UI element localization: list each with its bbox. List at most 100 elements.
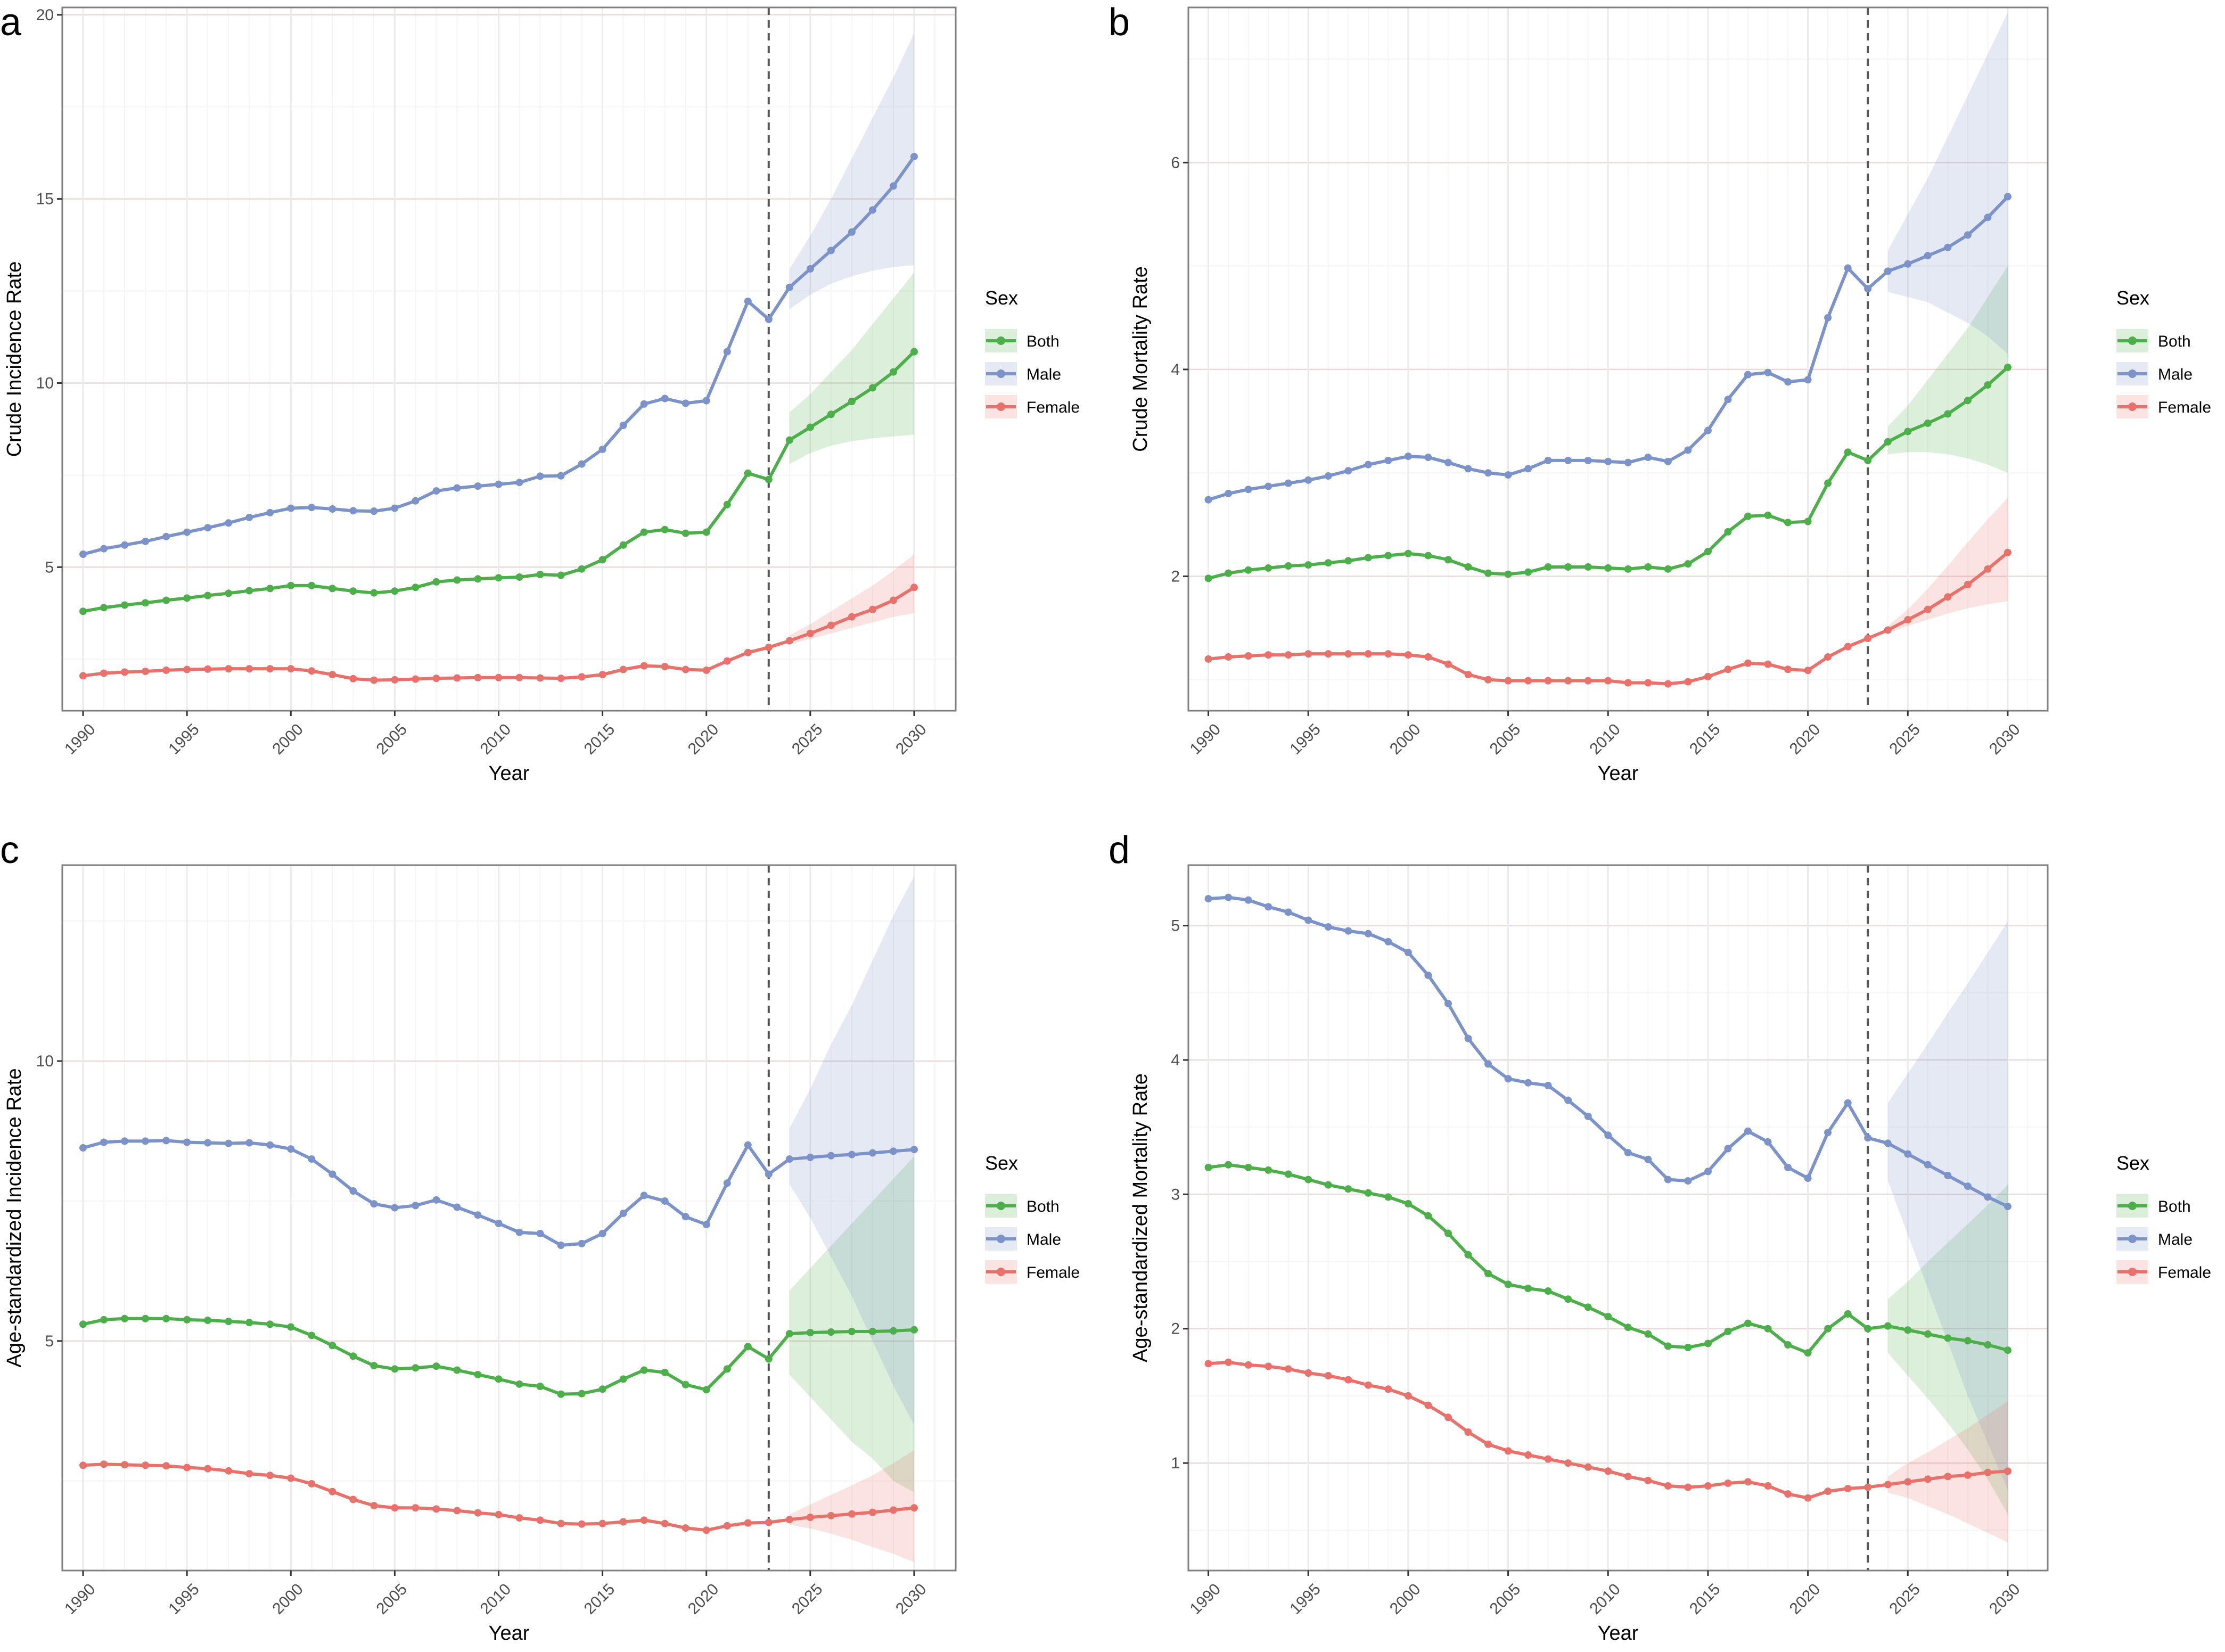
data-point [1824,1487,1832,1495]
data-point [474,673,482,681]
series-male [79,1137,918,1250]
data-point [1225,1358,1233,1366]
data-point [723,348,731,356]
data-point [1844,1310,1852,1318]
data-point [723,657,731,665]
data-point [1204,895,1212,903]
data-point [578,1390,586,1398]
data-point [225,665,233,673]
legend-label: Both [1027,1198,1060,1215]
data-point [1624,1149,1632,1157]
data-point [1364,461,1372,469]
data-point [370,1200,378,1208]
data-point [515,573,523,581]
data-point [1384,552,1392,560]
y-tick-label: 4 [1171,361,1180,379]
legend-key-point [2128,1268,2137,1276]
data-point [1724,396,1732,404]
data-point [162,1462,170,1470]
y-tick-label: 6 [1171,154,1180,171]
data-point [702,1526,710,1534]
legend-key-female: Female [2116,1260,2211,1284]
data-point [1764,1138,1772,1146]
data-point [183,665,191,673]
data-point [1544,1455,1552,1463]
data-point [702,1386,710,1394]
data-point [619,1210,627,1218]
grid [1188,7,2048,711]
data-point [910,1146,918,1154]
data-point [1265,651,1272,659]
y-axis-title: Crude Incidence Rate [3,261,26,457]
data-point [785,436,793,444]
data-point [1524,1079,1532,1087]
data-point [1464,1428,1472,1436]
data-point [1724,665,1732,673]
data-point [1344,650,1352,658]
data-point [79,1144,87,1152]
data-point [2004,364,2011,372]
data-point [661,1368,669,1376]
data-point [453,484,461,492]
data-point [1724,1479,1732,1487]
legend-key-female: Female [2116,395,2211,418]
x-tick-label: 2020 [685,1580,722,1618]
y-tick-label: 20 [36,6,54,24]
data-point [1444,660,1452,668]
data-point [640,1516,648,1524]
data-point [557,571,565,579]
data-point [204,665,212,673]
data-point [1704,1339,1712,1347]
data-point [889,182,897,190]
data-point [1804,517,1812,525]
data-point [1304,1176,1312,1183]
x-tick-label: 2020 [1786,1580,1824,1618]
data-point [1584,677,1592,685]
data-point [1424,1401,1432,1409]
data-point [1284,479,1292,487]
series-both [1204,1161,2011,1357]
data-point [1324,1181,1332,1189]
data-point [765,1355,773,1363]
data-point [515,1514,523,1522]
data-point [578,1239,586,1247]
data-point [1364,554,1372,562]
panel-c: 5 10 1990 1995 2000 2005 2010 2015 2020 2025 2030 Y… [0,829,1080,1645]
data-point [1644,563,1652,571]
data-point [453,1507,461,1515]
data-point [848,1510,856,1518]
data-point [1484,676,1492,684]
data-point [1444,999,1452,1007]
plot-background [1188,7,2048,711]
data-point [515,479,523,487]
data-point [1244,1361,1252,1369]
data-point [1225,490,1233,498]
data-point [1225,653,1233,661]
data-point [1864,456,1872,464]
legend-key-male: Male [985,362,1061,385]
data-point [1784,378,1792,386]
data-point [702,397,710,405]
data-point [1844,264,1852,272]
panel-letter: b [1109,1,1130,44]
panel-b: 2 4 6 1990 1995 2000 2005 2010 2015 2020 2025 2030 Y… [1109,1,2211,785]
data-point [287,665,295,673]
data-point [245,513,253,521]
data-point [1384,938,1392,946]
data-point [1404,949,1412,957]
data-point [1664,1342,1672,1350]
data-point [142,1137,150,1145]
data-point [1924,1161,1932,1169]
data-point [225,589,233,597]
panel-border [61,6,957,712]
x-tick-label: 2000 [269,720,307,758]
ci-band-female [1887,1401,2008,1542]
data-point [1964,1337,1972,1345]
data-point [1684,1344,1692,1352]
legend-key-both: Both [2116,1194,2191,1218]
legend-key-female: Female [985,1260,1080,1284]
x-tick-label: 1995 [1286,720,1324,758]
x-tick-label: 1995 [165,1580,203,1618]
data-point [1564,1295,1572,1303]
data-point [1784,1490,1792,1498]
